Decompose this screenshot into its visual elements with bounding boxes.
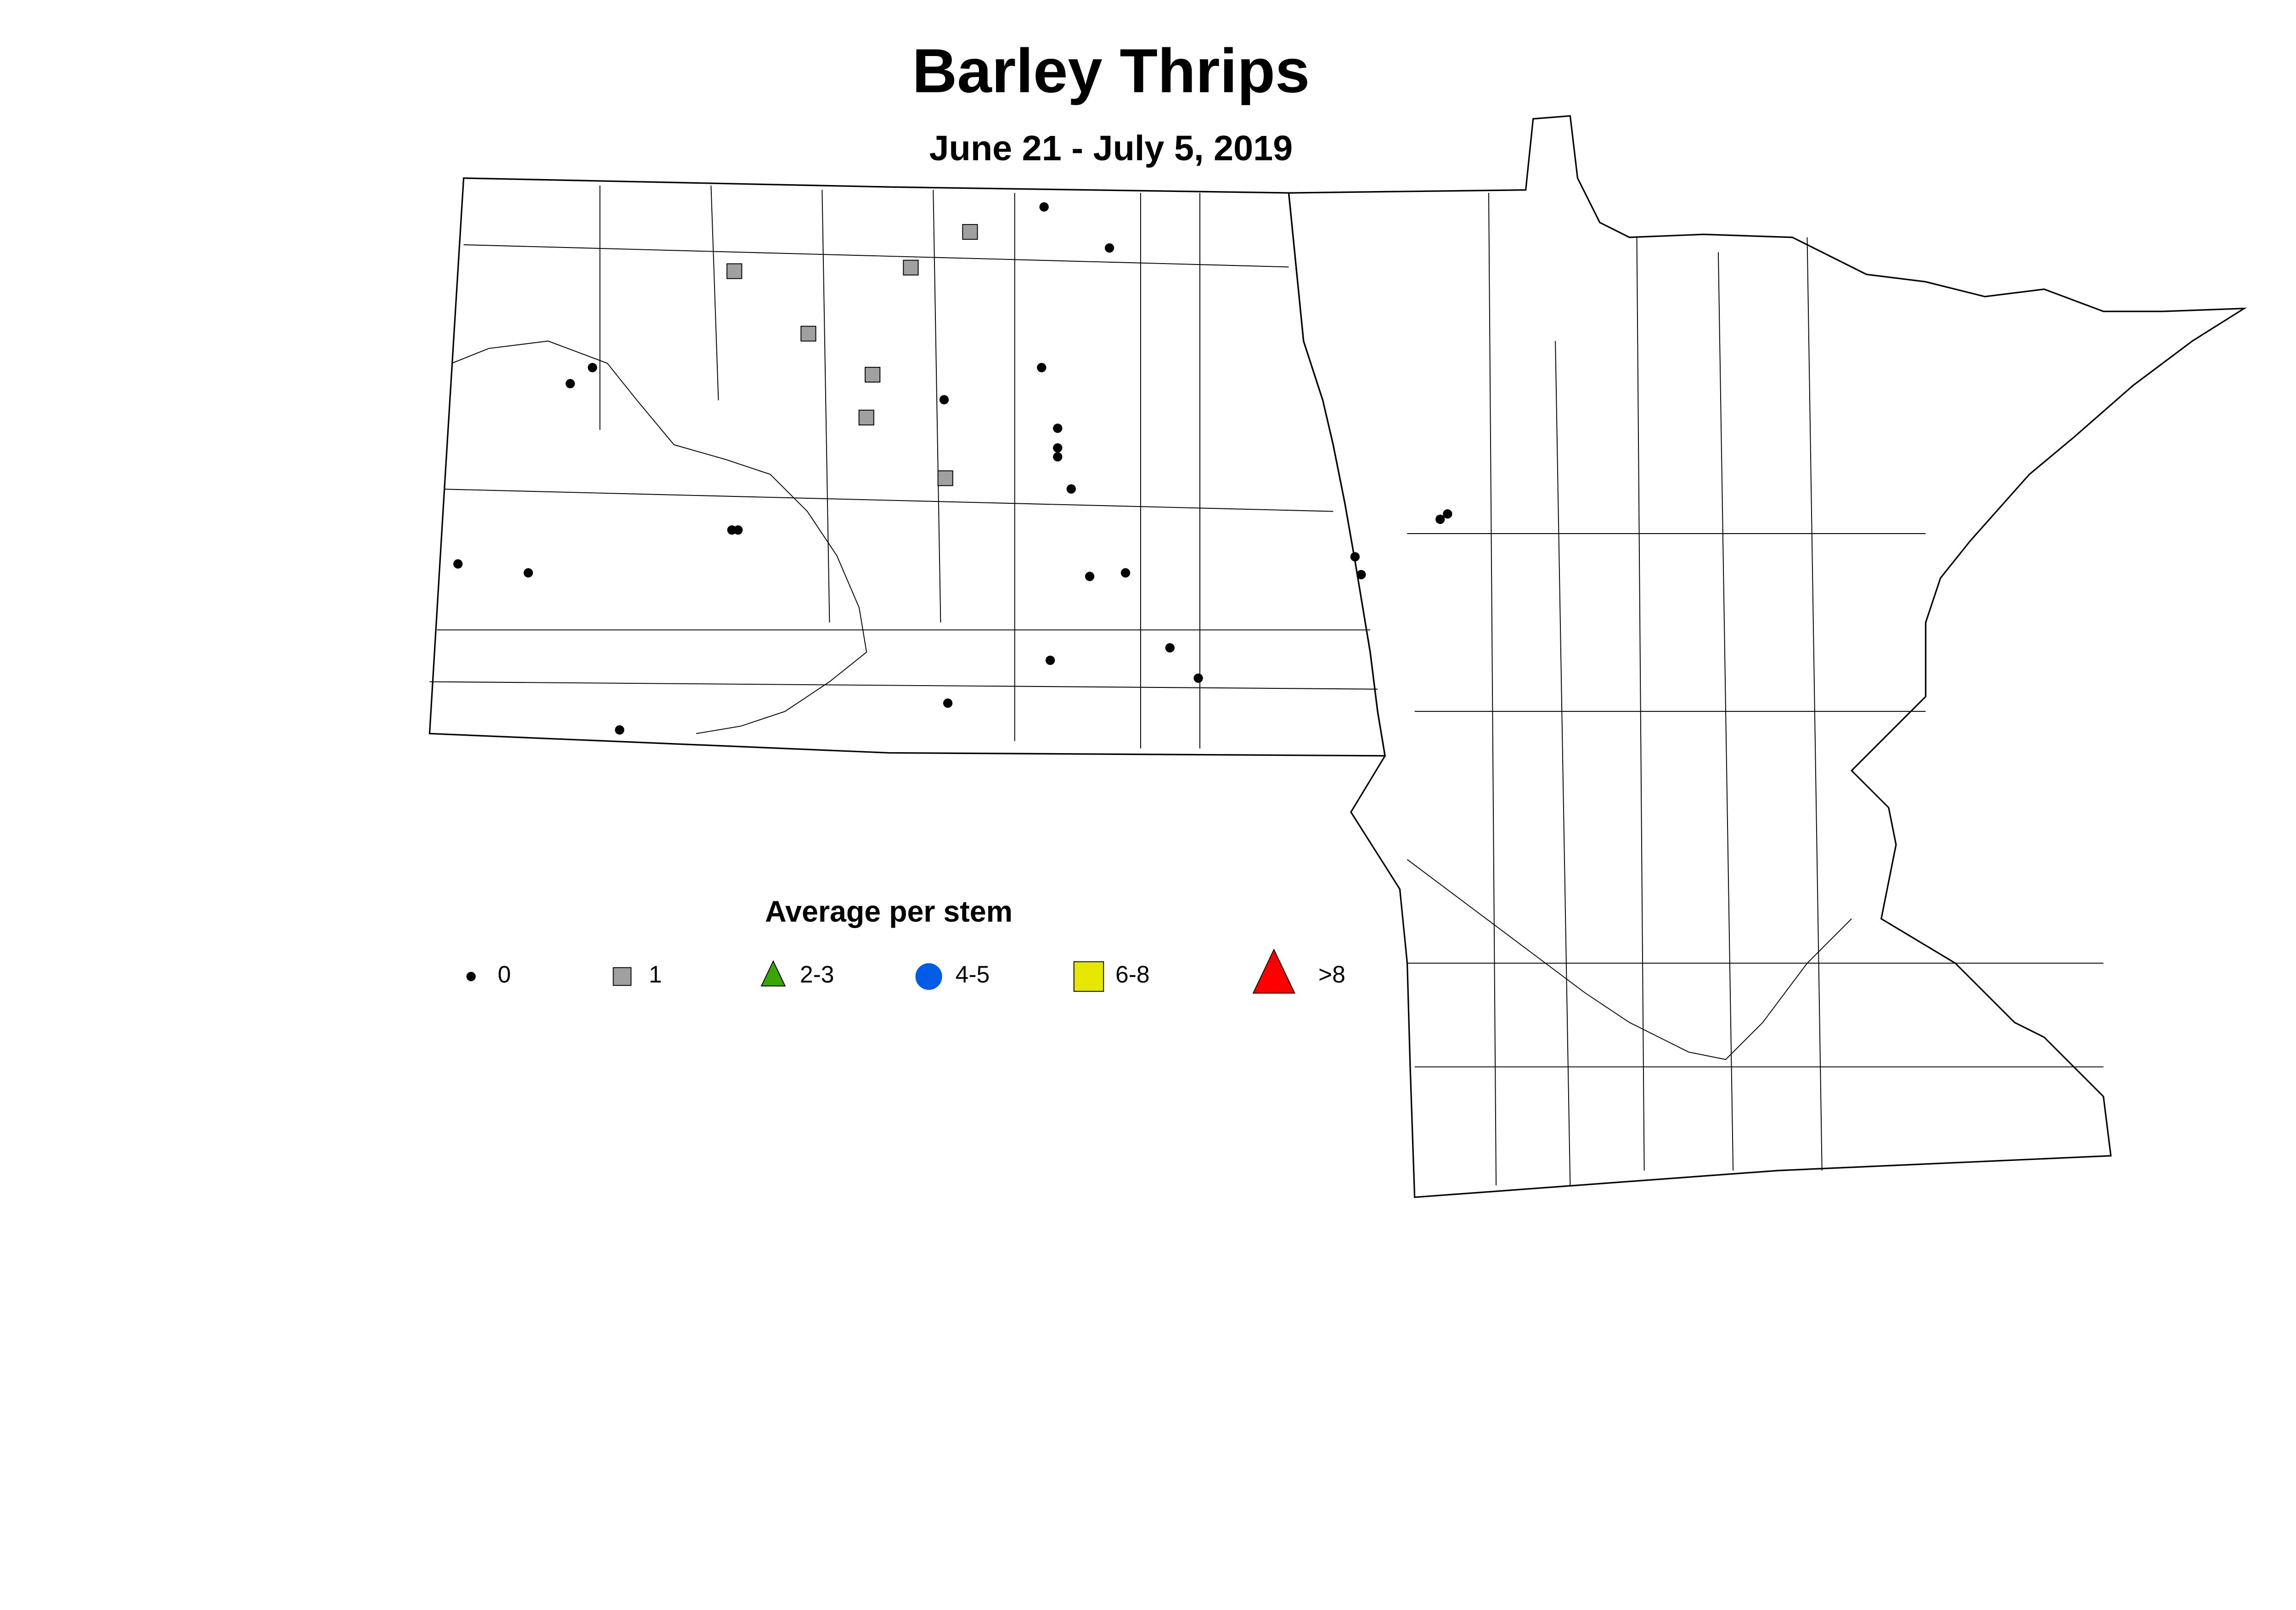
map-subtitle: June 21 - July 5, 2019	[929, 129, 1293, 168]
map-title: Barley Thrips	[912, 36, 1310, 106]
legend-label: 1	[649, 961, 662, 987]
map-figure: Barley Thrips June 21 - July 5, 2019 Ave…	[428, 36, 2247, 1198]
site-marker	[903, 259, 919, 276]
site-marker	[1053, 423, 1063, 433]
county-lines	[429, 185, 2104, 1186]
site-marker	[937, 470, 953, 486]
site-marker	[1045, 655, 1055, 665]
site-marker	[588, 363, 597, 372]
site-marker	[800, 326, 816, 342]
legend-symbol-4	[915, 963, 942, 990]
legend-symbol-5	[1073, 961, 1104, 992]
site-marker	[615, 725, 625, 735]
minnesota-outline	[1288, 115, 2247, 1198]
site-marker	[1350, 552, 1360, 562]
minnesota-river	[1407, 859, 1852, 1060]
site-marker	[1193, 673, 1203, 683]
site-marker	[1435, 514, 1445, 524]
site-marker	[1066, 484, 1076, 494]
site-marker	[939, 395, 949, 405]
site-marker	[1053, 443, 1063, 453]
site-marker	[1037, 363, 1047, 372]
legend-symbol-1	[466, 972, 476, 981]
site-marker	[1039, 202, 1049, 212]
legend-label: 2-3	[800, 961, 834, 987]
site-marker	[565, 379, 575, 388]
state-boundaries	[428, 115, 2247, 1198]
legend: Average per stem 0 1 2-3 4-5 6-8 >8	[466, 895, 1345, 994]
site-marker	[1120, 568, 1131, 578]
site-marker	[726, 263, 743, 279]
legend-symbol-2	[613, 967, 632, 986]
site-marker	[453, 559, 463, 569]
site-marker	[962, 224, 978, 240]
site-marker	[1053, 452, 1063, 462]
legend-label: >8	[1318, 961, 1345, 987]
site-marker	[1443, 509, 1452, 519]
site-marker	[1085, 572, 1095, 581]
site-marker	[943, 698, 953, 708]
site-marker	[865, 366, 881, 383]
site-marker	[523, 568, 533, 578]
survey-sites	[453, 202, 1452, 735]
site-marker	[858, 410, 874, 426]
legend-symbol-3	[760, 960, 786, 987]
legend-label: 4-5	[956, 961, 990, 987]
site-marker	[733, 525, 743, 535]
site-marker	[1356, 570, 1366, 580]
site-marker	[1165, 643, 1175, 653]
missouri-river	[451, 340, 867, 734]
legend-title: Average per stem	[765, 895, 1013, 928]
legend-label: 6-8	[1115, 961, 1150, 987]
legend-symbol-6	[1252, 948, 1295, 994]
site-marker	[1104, 243, 1114, 253]
legend-label: 0	[498, 961, 511, 987]
legend-items: 0 1 2-3 4-5 6-8 >8	[466, 948, 1345, 994]
